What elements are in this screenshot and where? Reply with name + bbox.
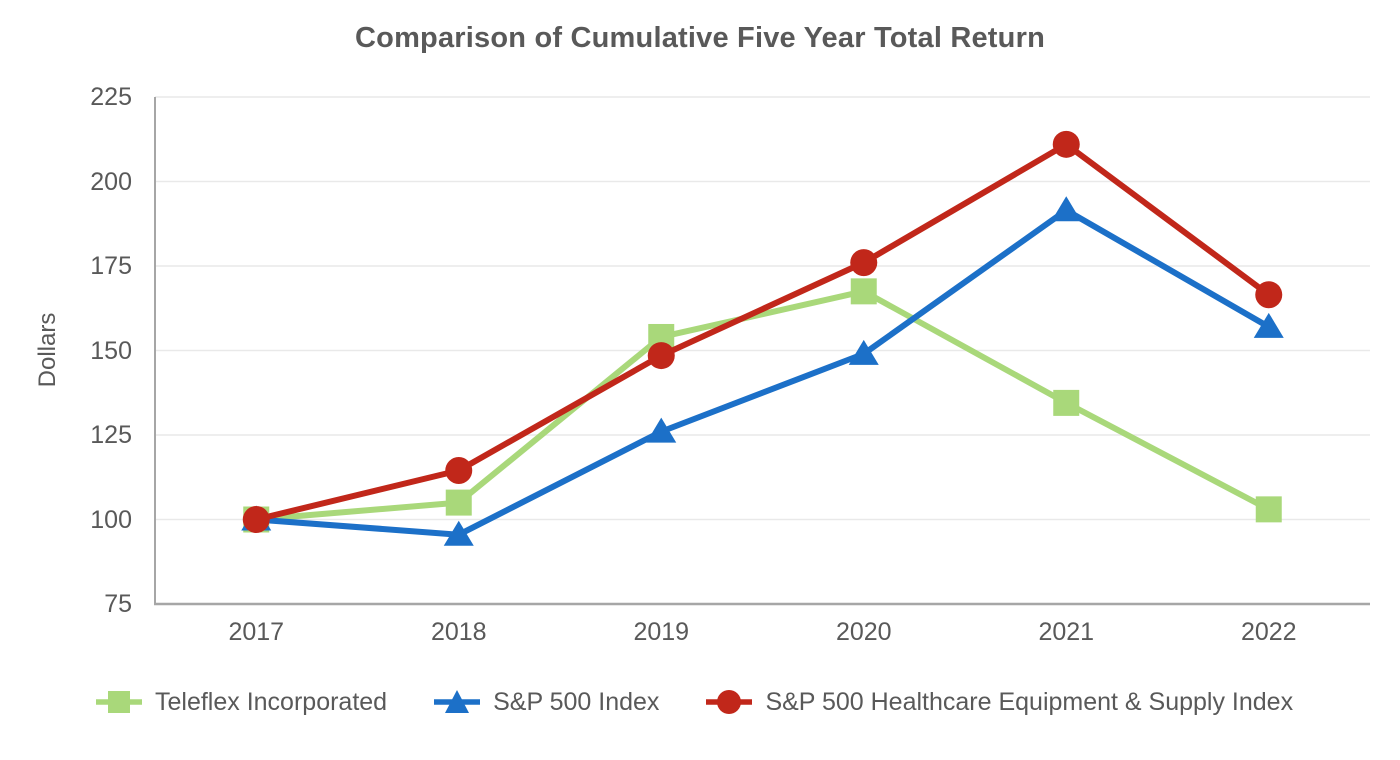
x-tick-label: 2020 <box>835 618 892 646</box>
chart-title: Comparison of Cumulative Five Year Total… <box>355 22 1045 54</box>
data-point <box>848 339 879 365</box>
x-tick-label: 2022 <box>1240 618 1297 646</box>
series-line <box>253 207 1272 538</box>
y-tick-label: 75 <box>104 590 132 618</box>
data-point <box>850 249 878 277</box>
series-1 <box>241 196 1284 546</box>
y-tick-label: 175 <box>90 252 132 280</box>
legend-triangle-marker-icon <box>434 690 481 713</box>
legend-circle-marker-icon <box>706 690 753 714</box>
legend-item: Teleflex Incorporated <box>96 686 387 718</box>
data-point <box>1052 130 1080 158</box>
legend-label: Teleflex Incorporated <box>155 688 388 716</box>
data-point <box>1253 312 1284 338</box>
y-tick-label: 200 <box>90 167 132 196</box>
y-tick-label: 225 <box>90 83 132 111</box>
data-point <box>1255 281 1283 309</box>
data-point <box>647 342 675 370</box>
data-point <box>1053 389 1080 416</box>
data-point <box>1255 496 1282 523</box>
legend-item: S&P 500 Index <box>434 686 659 718</box>
x-tick-label: 2019 <box>633 618 690 646</box>
legend-label: S&P 500 Index <box>493 688 660 716</box>
x-tick-label: 2017 <box>228 618 285 646</box>
data-point <box>443 520 474 546</box>
x-tick-label: 2018 <box>430 618 487 646</box>
data-point <box>445 489 472 516</box>
data-point <box>1051 196 1082 222</box>
legend-marker-shape <box>108 691 130 713</box>
series-0 <box>243 278 1282 533</box>
legend-marker-shape <box>717 690 742 714</box>
data-point <box>445 456 473 484</box>
y-tick-label: 150 <box>90 336 132 365</box>
legend-marker-shape <box>445 690 470 713</box>
data-point <box>646 417 677 443</box>
x-tick-label: 2021 <box>1038 618 1095 646</box>
legend-square-marker-icon <box>96 691 142 713</box>
chart-legend: Teleflex Incorporated S&P 500 Index S&P 50… <box>96 686 1293 718</box>
y-tick-label: 100 <box>90 505 132 534</box>
legend-label: S&P 500 Healthcare Equipment & Supply In… <box>765 688 1294 716</box>
legend-item: S&P 500 Healthcare Equipment & Supply In… <box>706 686 1293 718</box>
series-line <box>253 141 1272 523</box>
series-line <box>253 288 1272 523</box>
data-point <box>850 278 877 305</box>
y-tick-label: 125 <box>90 421 132 449</box>
data-point <box>242 506 270 533</box>
series-2 <box>242 130 1283 533</box>
